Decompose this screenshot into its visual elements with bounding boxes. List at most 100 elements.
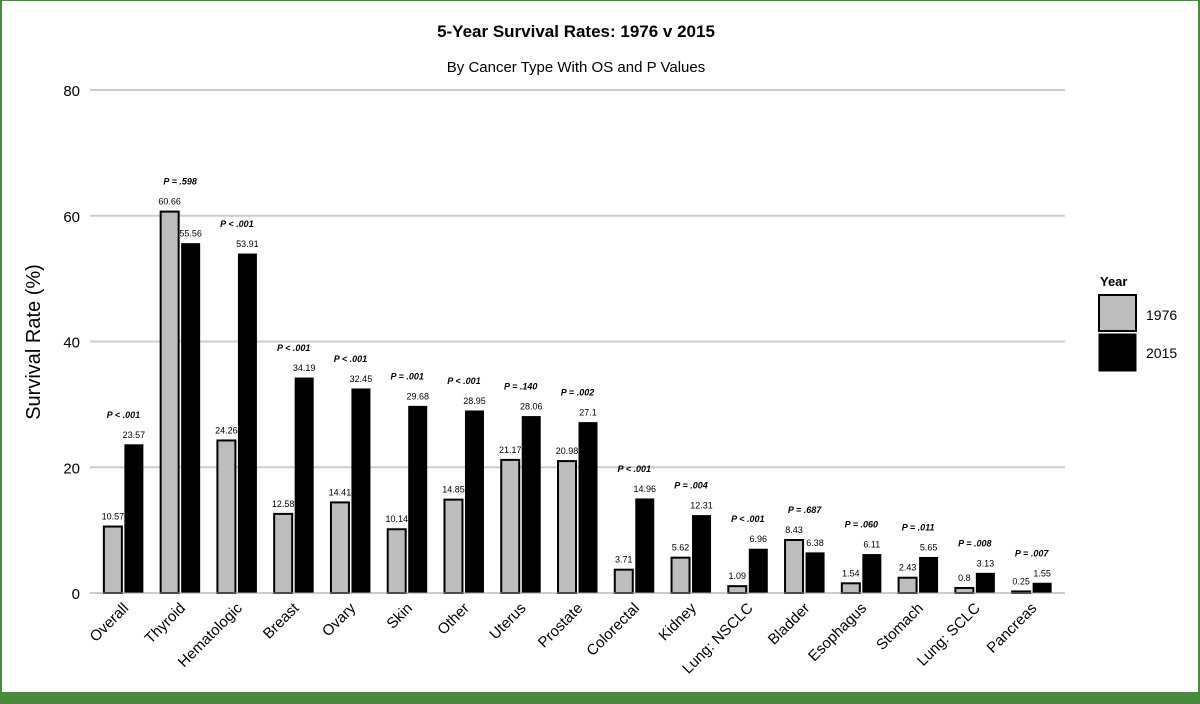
bar-2015-lung-sclc xyxy=(975,572,995,594)
bar-2015-bladder xyxy=(805,552,825,594)
bar-1976-lung-sclc xyxy=(954,586,975,594)
value-label-2015: 34.19 xyxy=(293,363,316,373)
value-label-1976: 60.66 xyxy=(158,197,181,207)
bar-2015-hematologic xyxy=(237,253,257,594)
bar-2015-uterus xyxy=(521,416,541,594)
value-label-2015: 28.95 xyxy=(463,396,486,406)
y-tick-label: 80 xyxy=(63,83,80,100)
y-tick-label: 20 xyxy=(63,460,80,477)
value-label-1976: 14.85 xyxy=(442,485,465,495)
bar-1976-overall xyxy=(102,525,123,595)
bar-2015-ovary xyxy=(351,388,371,594)
bar-layer xyxy=(102,210,1052,595)
p-value-label: P < .001 xyxy=(731,514,764,524)
value-label-2015: 23.57 xyxy=(123,430,146,440)
bar-2015-skin xyxy=(408,405,428,594)
x-tick-label: Uterus xyxy=(486,600,529,643)
bar-2015-pancreas xyxy=(1032,582,1052,594)
y-tick-label: 40 xyxy=(63,335,80,352)
value-label-1976: 2.43 xyxy=(899,563,917,573)
bar-1976-esophagus xyxy=(840,582,861,595)
value-label-2015: 55.56 xyxy=(179,229,202,239)
bottom-band xyxy=(0,692,1200,704)
value-label-2015: 12.31 xyxy=(690,501,713,511)
x-tick-label: Kidney xyxy=(655,599,700,644)
bar-2015-thyroid xyxy=(181,243,201,594)
chart-subtitle: By Cancer Type With OS and P Values xyxy=(447,59,705,76)
p-value-label: P < .001 xyxy=(447,376,480,386)
x-tick-label: Stomach xyxy=(873,600,927,654)
chart-title: 5-Year Survival Rates: 1976 v 2015 xyxy=(437,22,715,41)
p-value-label: P = .060 xyxy=(845,520,878,530)
value-label-1976: 24.26 xyxy=(215,425,238,435)
bar-1976-other xyxy=(443,498,464,594)
value-label-2015: 6.38 xyxy=(806,538,824,548)
value-label-1976: 20.98 xyxy=(556,446,579,456)
y-tick-label: 0 xyxy=(72,586,80,603)
value-label-2015: 3.13 xyxy=(977,558,995,568)
bar-2015-overall xyxy=(124,444,144,594)
bar-2015-esophagus xyxy=(862,554,882,594)
x-tick-label: Ovary xyxy=(319,599,360,640)
p-value-label: P = .007 xyxy=(1015,548,1049,558)
value-label-1976: 21.17 xyxy=(499,445,522,455)
bar-1976-colorectal xyxy=(613,568,634,595)
bar-1976-prostate xyxy=(557,460,577,594)
value-label-2015: 29.68 xyxy=(406,391,429,401)
bar-1976-breast xyxy=(273,512,294,595)
bar-1976-kidney xyxy=(670,556,691,594)
grid-layer xyxy=(90,89,1065,469)
bar-1976-skin xyxy=(386,528,407,594)
p-value-label: P = .598 xyxy=(163,177,196,187)
value-label-2015: 6.96 xyxy=(750,534,768,544)
bar-1976-ovary xyxy=(329,501,350,594)
bar-2015-prostate xyxy=(578,422,598,594)
legend-label-2015: 2015 xyxy=(1146,345,1177,361)
p-value-label: P = .002 xyxy=(561,388,594,398)
value-label-2015: 53.91 xyxy=(236,239,259,249)
bar-1976-hematologic xyxy=(216,439,237,594)
bar-2015-kidney xyxy=(692,515,712,594)
legend-title: Year xyxy=(1100,274,1127,289)
x-tick-label: Esophagus xyxy=(805,600,870,665)
x-tick-label: Skin xyxy=(383,600,416,633)
value-label-1976: 10.57 xyxy=(102,512,125,522)
p-value-label: P < .001 xyxy=(220,219,253,229)
p-value-label: P = .001 xyxy=(390,371,423,381)
x-tick-label: Overall xyxy=(87,600,133,646)
bar-1976-thyroid xyxy=(159,210,180,594)
p-value-label: P = .004 xyxy=(674,481,707,491)
value-label-1976: 8.43 xyxy=(785,525,803,535)
x-tick-label: Pancreas xyxy=(984,600,1041,657)
value-label-2015: 27.1 xyxy=(579,408,597,418)
bar-2015-breast xyxy=(294,377,314,594)
value-label-2015: 5.65 xyxy=(920,542,938,552)
value-label-1976: 1.54 xyxy=(842,568,860,578)
x-tick-label: Thyroid xyxy=(142,600,189,647)
value-label-1976: 12.58 xyxy=(272,499,295,509)
p-value-label: P = .008 xyxy=(958,538,991,548)
y-tick-label: 60 xyxy=(63,209,80,226)
bar-2015-colorectal xyxy=(635,498,655,594)
value-label-1976: 5.62 xyxy=(672,543,690,553)
bar-1976-lung-nsclc xyxy=(727,585,748,594)
x-tick-label: Other xyxy=(434,600,473,639)
legend: Year 1976 2015 xyxy=(1098,274,1177,372)
p-value-label: P < .001 xyxy=(107,410,140,420)
bar-1976-bladder xyxy=(784,538,805,595)
p-value-label: P < .001 xyxy=(618,464,651,474)
p-value-label: P < .001 xyxy=(277,343,310,353)
value-label-1976: 14.41 xyxy=(329,487,352,497)
value-label-1976: 10.14 xyxy=(385,514,408,524)
value-label-2015: 6.11 xyxy=(863,540,880,550)
x-tick-label: Bladder xyxy=(765,600,814,649)
value-label-1976: 0.8 xyxy=(958,573,971,583)
legend-swatch-2015 xyxy=(1098,333,1137,372)
bar-1976-stomach xyxy=(897,576,918,594)
x-tick-label: Prostate xyxy=(535,600,587,652)
value-label-2015: 32.45 xyxy=(350,374,373,384)
p-value-label: P = .687 xyxy=(788,505,822,515)
legend-swatch-1976 xyxy=(1098,294,1137,332)
value-label-2015: 1.55 xyxy=(1033,568,1051,578)
p-value-label: P < .001 xyxy=(334,354,367,364)
